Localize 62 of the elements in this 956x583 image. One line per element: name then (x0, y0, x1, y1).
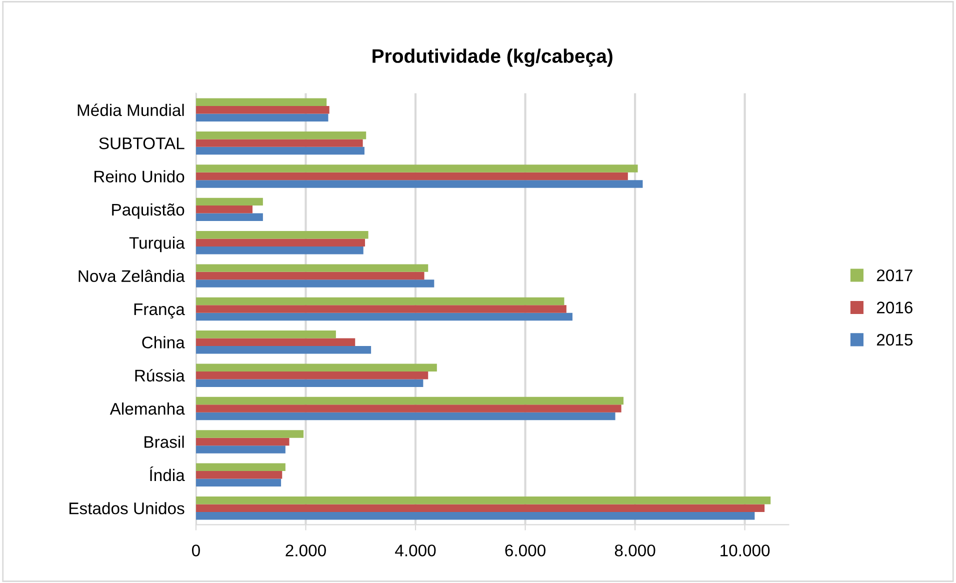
bar (196, 146, 364, 155)
bar (196, 164, 638, 172)
bar (196, 379, 424, 387)
y-tick-label: Estados Unidos (70, 502, 184, 514)
bar (196, 504, 765, 512)
x-tick-label: 10.000 (720, 544, 770, 556)
legend-label: 2017 (876, 269, 912, 282)
y-tick-label: Média Mundial (78, 104, 184, 116)
bar (196, 496, 771, 504)
bar (196, 272, 424, 280)
y-tick-label: China (142, 336, 185, 348)
bar (196, 172, 628, 180)
bar (196, 463, 286, 472)
bar (196, 139, 363, 147)
x-tick-label: 2.000 (286, 544, 326, 556)
bar (196, 396, 624, 405)
bar (196, 264, 428, 272)
y-tick-label: Reino Unido (94, 170, 184, 182)
bar (196, 512, 755, 520)
y-tick-label: Índia (150, 466, 185, 482)
bar (196, 404, 622, 412)
bar (196, 246, 364, 254)
bar (196, 131, 366, 140)
bar (196, 446, 286, 454)
x-tick-label: 4.000 (395, 544, 436, 556)
y-tick-label: Turquia (129, 236, 185, 252)
y-tick-label: Paquistão (112, 203, 184, 219)
bar (196, 280, 434, 288)
bar (196, 114, 328, 122)
bar (196, 305, 566, 313)
bar (196, 312, 572, 321)
y-tick-label: SUBTOTAL (99, 137, 184, 150)
bar (196, 364, 437, 372)
y-tick-label: Nova Zelândia (78, 270, 185, 282)
x-tick-label: 6.000 (505, 544, 546, 556)
bar (196, 471, 282, 479)
legend-label: 2015 (876, 334, 912, 346)
bar (196, 478, 282, 487)
bar (196, 106, 330, 114)
legend-label: 2016 (876, 302, 912, 314)
bar (196, 238, 366, 246)
y-tick-label: Alemanha (110, 402, 185, 415)
bar (196, 98, 327, 106)
bar (196, 206, 253, 214)
bar (196, 438, 290, 446)
bar (196, 180, 643, 188)
bar (196, 371, 428, 380)
x-tick-label: 8.000 (614, 544, 656, 556)
x-tick-label: 0 (192, 544, 200, 556)
y-tick-label: Brasil (144, 436, 184, 448)
bar (196, 213, 263, 222)
chart-title: Produtividade (kg/cabeça) (372, 48, 612, 67)
bar (196, 231, 368, 239)
y-tick-label: França (134, 304, 185, 319)
y-tick-label: Rússia (135, 369, 185, 382)
bar (196, 430, 304, 438)
bar (196, 330, 336, 338)
bar (196, 412, 616, 420)
bar (196, 297, 564, 306)
bar (196, 198, 263, 206)
bar (196, 338, 356, 346)
bar (196, 346, 372, 354)
